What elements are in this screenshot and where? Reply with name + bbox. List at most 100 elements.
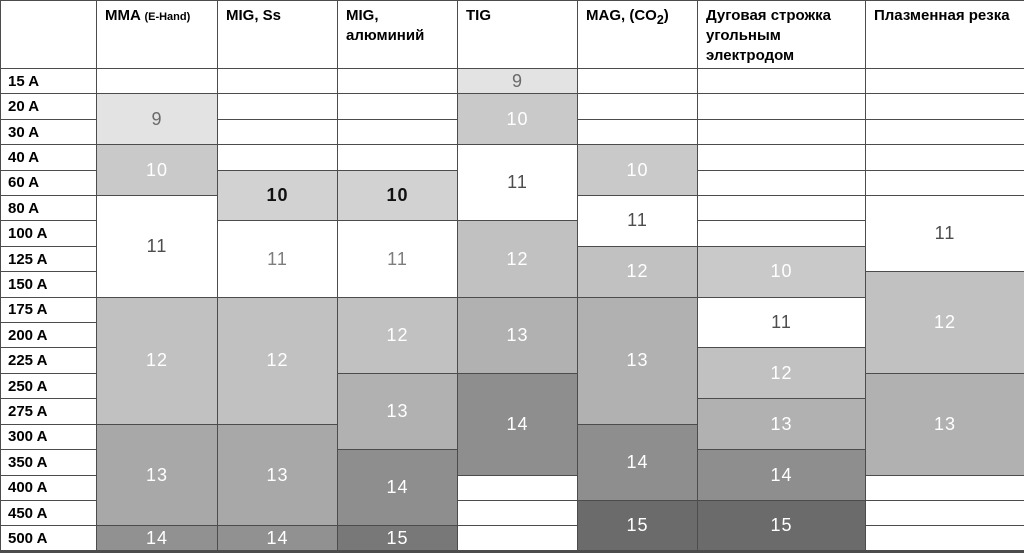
shade-cell: 11: [217, 220, 338, 298]
empty-cell: [457, 525, 578, 552]
table-row: 300 A 13 13 14: [0, 423, 1024, 527]
table-row: 400 A: [0, 474, 1024, 501]
empty-cell: [337, 144, 458, 171]
shade-cell: 15: [697, 499, 866, 553]
row-label: 450 A: [0, 499, 97, 527]
shade-cell: 14: [337, 449, 458, 527]
empty-cell: [865, 474, 1024, 501]
column-title: Дуговая строжка угольным электродом: [706, 7, 832, 64]
shade-cell: 12: [457, 220, 578, 298]
empty-cell: [697, 144, 866, 171]
table-row: 100 A 11 11 12: [0, 220, 1024, 298]
column-title: MIG, алюминий: [346, 7, 425, 44]
shade-cell: 13: [337, 372, 458, 451]
row-label: 40 A: [0, 144, 97, 171]
column-header-mig-ss: MIG, Ss: [217, 0, 338, 69]
table-row: 40 A 10 11 10: [0, 144, 1024, 222]
row-label: 125 A: [0, 245, 97, 273]
empty-cell: [217, 144, 338, 171]
empty-cell: [697, 93, 866, 120]
empty-cell: [457, 474, 578, 501]
empty-cell: [697, 195, 866, 222]
empty-cell: [577, 118, 698, 146]
shade-cell: 12: [337, 296, 458, 374]
empty-cell: [697, 118, 866, 146]
shade-cell: 13: [96, 423, 218, 527]
table-row: 450 A 15 15: [0, 499, 1024, 553]
shade-cell: 13: [697, 398, 866, 451]
empty-cell: [217, 93, 338, 120]
table-row: 500 A 14 14 15: [0, 525, 1024, 552]
shade-cell: 9: [457, 67, 578, 95]
column-title-subscript: 2: [656, 13, 664, 27]
table-row: 250 A 13 14 13: [0, 372, 1024, 476]
shade-cell: 12: [865, 271, 1024, 374]
empty-cell: [865, 93, 1024, 120]
column-header-tig: TIG: [457, 0, 578, 69]
shade-cell: 11: [96, 195, 218, 298]
empty-cell: [697, 169, 866, 197]
table-row: 200 A: [0, 322, 1024, 349]
row-label: 400 A: [0, 474, 97, 501]
empty-cell: [577, 93, 698, 120]
empty-cell: [337, 118, 458, 146]
empty-cell: [865, 118, 1024, 146]
table-row: 175 A 12 12 12 13 13 11: [0, 296, 1024, 425]
shade-cell: 13: [865, 372, 1024, 476]
shade-cell: 15: [577, 499, 698, 553]
row-label: 15 A: [0, 67, 97, 95]
table-row: 275 A 13: [0, 398, 1024, 451]
empty-cell: [865, 144, 1024, 171]
table-row: 150 A 12: [0, 271, 1024, 374]
empty-cell: [865, 169, 1024, 197]
table-row: 30 A: [0, 118, 1024, 146]
shade-cell: 14: [577, 423, 698, 501]
row-label: 80 A: [0, 195, 97, 222]
empty-cell: [217, 67, 338, 95]
shade-cell: 10: [697, 245, 866, 298]
shade-cell: 14: [96, 525, 218, 552]
empty-cell: [457, 499, 578, 527]
column-header-arc-gouging: Дуговая строжка угольным электродом: [697, 0, 866, 69]
table-row: 350 A 14 14: [0, 449, 1024, 527]
row-label: 350 A: [0, 449, 97, 476]
shade-cell: 12: [217, 296, 338, 425]
empty-cell: [217, 118, 338, 146]
table-header: MMA (E-Hand) MIG, Ss MIG, алюминий TIG M…: [0, 0, 1024, 69]
shade-cell: 12: [577, 245, 698, 298]
shade-cell: 13: [457, 296, 578, 374]
table-row: 20 A 9 10: [0, 93, 1024, 146]
shade-cell: 11: [697, 296, 866, 349]
shade-cell: 11: [577, 195, 698, 247]
column-title: MIG, Ss: [226, 7, 282, 24]
shade-cell: 14: [217, 525, 338, 552]
shade-cell: 10: [96, 144, 218, 197]
shade-cell: 12: [96, 296, 218, 425]
shade-cell: 10: [217, 169, 338, 222]
shade-cell: 12: [697, 347, 866, 400]
shade-cell: 13: [217, 423, 338, 527]
column-header-plasma-cutting: Плазменная резка: [865, 0, 1024, 69]
shade-cell: 11: [865, 195, 1024, 273]
row-label: 60 A: [0, 169, 97, 197]
empty-cell: [96, 67, 218, 95]
row-label: 225 A: [0, 347, 97, 374]
shade-cell: 10: [457, 93, 578, 146]
shade-cell: 11: [457, 144, 578, 222]
row-label: 500 A: [0, 525, 97, 552]
column-header-mma: MMA (E-Hand): [96, 0, 218, 69]
row-label: 250 A: [0, 372, 97, 400]
shade-cell: 13: [577, 296, 698, 425]
column-header-mag-co2: MAG, (CO2): [577, 0, 698, 69]
shade-cell: 9: [96, 93, 218, 146]
column-title: MMA: [105, 7, 141, 24]
column-title: MAG, (CO: [586, 7, 657, 24]
shade-cell: 10: [337, 169, 458, 222]
shade-cell: 14: [697, 449, 866, 501]
empty-cell: [337, 93, 458, 120]
column-title: TIG: [466, 7, 491, 24]
row-label: 20 A: [0, 93, 97, 120]
row-label: 175 A: [0, 296, 97, 324]
table-row: 80 A 11 11 11: [0, 195, 1024, 298]
